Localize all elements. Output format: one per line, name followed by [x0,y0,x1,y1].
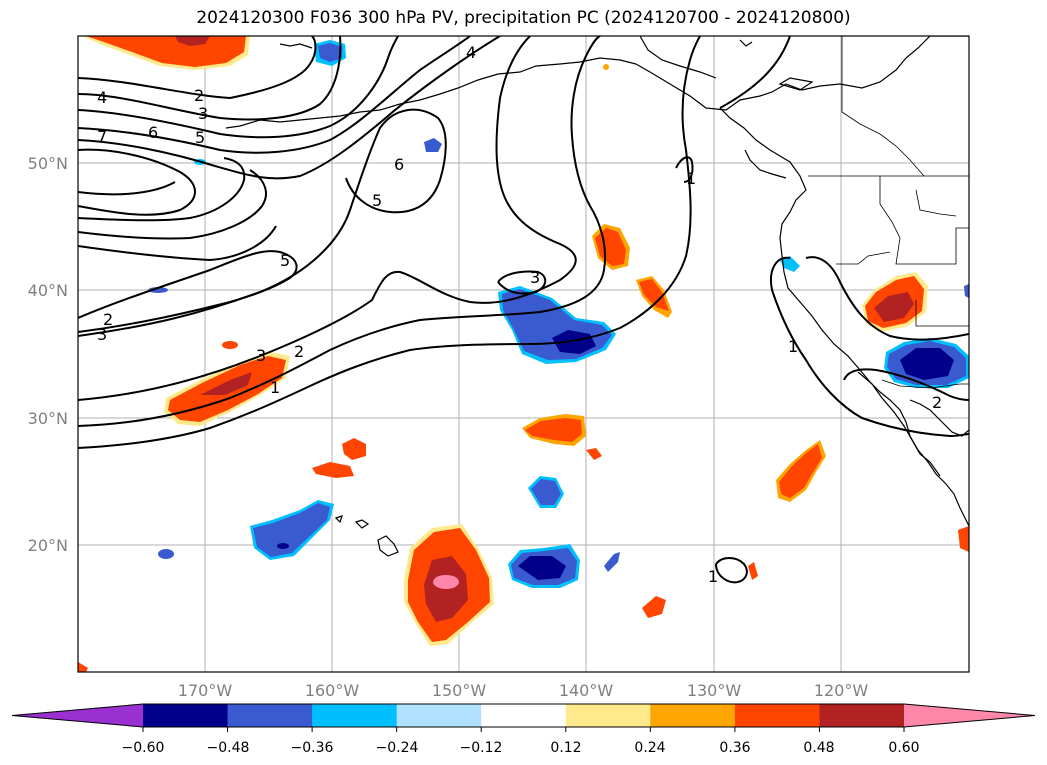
longitude-labels: 170°W 160°W 150°W 140°W 130°W 120°W [178,681,869,700]
latitude-labels: 50°N 40°N 30°N 20°N [28,154,68,555]
lon-label: 150°W [432,681,487,700]
contour-label: 1 [686,169,696,188]
colorbar-extend-high [904,704,1035,727]
political-borders [808,36,969,389]
colorbar-segment [396,704,482,727]
colorbar-segment [227,704,313,727]
contour-label: 3 [97,325,107,344]
colorbar-tick-label: 0.60 [888,740,919,756]
contour-label: 4 [97,88,107,107]
contour-label: 2 [103,310,113,329]
map-frame [77,35,970,673]
colorbar-tick-label: −0.12 [460,740,503,756]
colorbar-tick-label: −0.60 [122,740,165,756]
contour-label: 2 [932,393,942,412]
colorbar-extend-low [12,704,143,727]
contour-label: 1 [270,378,280,397]
contour-label: 5 [372,191,382,210]
lat-label: 40°N [28,281,68,300]
contour-label: 5 [280,251,290,270]
colorbar [11,703,1036,732]
map-panel: 4 2 3 7 6 5 6 5 4 5 3 2 3 3 2 1 1 1 1 2 [78,36,969,672]
colorbar-tick-label: 0.24 [634,740,665,756]
contour-label: 7 [97,127,107,146]
contour-label: 2 [294,342,304,361]
positive-precip-anomalies [78,36,969,672]
lat-label: 20°N [28,536,68,555]
lat-label: 50°N [28,154,68,173]
contour-label: 4 [466,43,476,62]
lon-label: 120°W [814,681,869,700]
lat-label: 30°N [28,409,68,428]
map-title: 2024120300 F036 300 hPa PV, precipitatio… [196,8,851,28]
lon-label: 130°W [687,681,742,700]
contour-label: 6 [148,123,158,142]
lon-label: 160°W [305,681,360,700]
contour-label: 2 [194,86,204,105]
colorbar-segment [650,704,736,727]
colorbar-tick-label: −0.48 [207,740,250,756]
colorbar-segment [565,704,651,727]
negative-precip-anomalies [148,40,969,588]
colorbar-segment [734,704,820,727]
contour-label: 3 [198,104,208,123]
contour-label: 1 [788,337,798,356]
coastlines [225,36,969,557]
pv-contours [78,36,969,584]
contour-label: 5 [195,128,205,147]
colorbar-tick-label: −0.36 [291,740,334,756]
lon-label: 140°W [559,681,614,700]
colorbar-segment [143,704,229,727]
contour-labels: 4 2 3 7 6 5 6 5 4 5 3 2 3 3 2 1 1 1 1 2 [97,43,942,586]
colorbar-tick-label: 0.12 [550,740,581,756]
colorbar-tick-label: 0.48 [803,740,834,756]
contour-label: 3 [256,346,266,365]
contour-label: 3 [530,268,540,287]
colorbar-segment [819,704,905,727]
contour-label: 6 [394,155,404,174]
colorbar-segment [481,704,567,727]
colorbar-segment [312,704,398,727]
colorbar-ticks: −0.60 −0.48 −0.36 −0.24 −0.12 0.12 0.24 … [122,740,920,756]
contour-label: 1 [708,567,718,586]
colorbar-tick-label: 0.36 [719,740,750,756]
colorbar-tick-label: −0.24 [376,740,419,756]
lon-label: 170°W [178,681,233,700]
